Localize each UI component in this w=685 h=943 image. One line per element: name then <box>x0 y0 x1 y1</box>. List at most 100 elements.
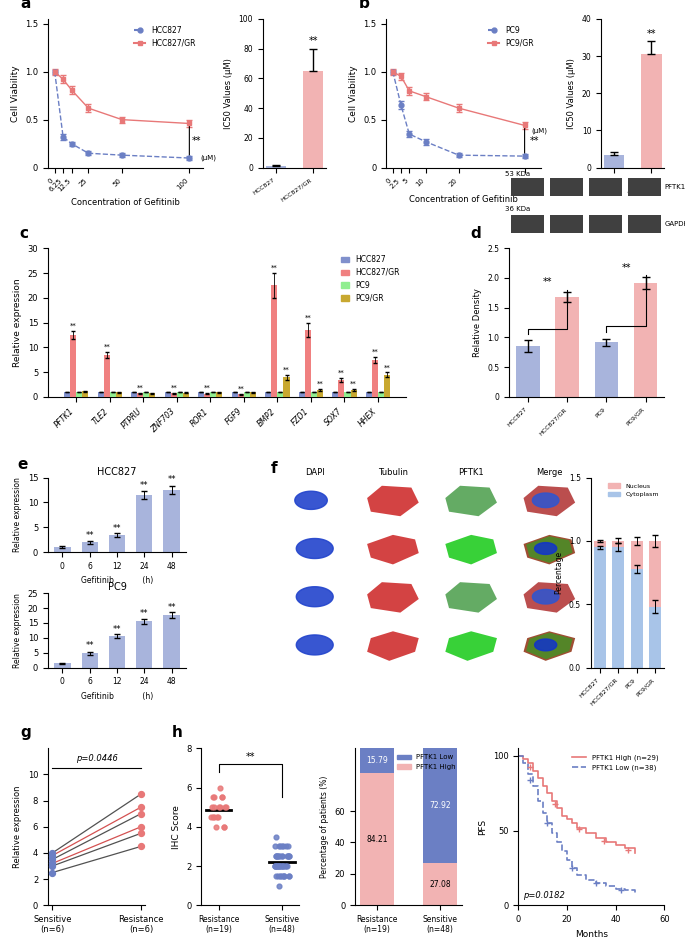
Legend: PFTK1 Low, PFTK1 High: PFTK1 Low, PFTK1 High <box>394 752 459 772</box>
Bar <box>360 773 395 905</box>
Point <box>282 839 293 854</box>
Point <box>271 858 282 873</box>
Bar <box>177 392 183 397</box>
Point <box>136 826 147 841</box>
Text: **: ** <box>271 265 278 271</box>
Bar <box>641 54 662 168</box>
Point <box>269 839 280 854</box>
Point <box>277 858 288 873</box>
Polygon shape <box>526 537 573 563</box>
PFTK1 Low (n=38) <box>573 869 581 881</box>
Bar <box>165 392 171 397</box>
Text: **: ** <box>171 385 177 390</box>
Point <box>275 858 286 873</box>
PFTK1 Low (n=38) <box>543 818 551 829</box>
PFTK1 Low (n=38) <box>548 828 556 839</box>
X-axis label: Months: Months <box>575 930 608 938</box>
Point <box>284 869 295 884</box>
Text: 84.21: 84.21 <box>366 835 388 844</box>
PFTK1 High (n=29) <box>519 753 527 765</box>
Y-axis label: IC50 Values (μM): IC50 Values (μM) <box>567 58 576 128</box>
Bar <box>149 393 155 397</box>
Point <box>272 858 283 873</box>
Point <box>279 869 290 884</box>
Bar <box>164 490 179 552</box>
Point <box>208 800 219 815</box>
Bar <box>516 346 540 397</box>
Bar <box>634 283 658 397</box>
Y-axis label: Relative expression: Relative expression <box>13 477 22 553</box>
Text: **: ** <box>621 263 631 273</box>
Point <box>274 869 285 884</box>
Bar <box>204 393 210 397</box>
PFTK1 Low (n=38) <box>621 885 630 896</box>
Point <box>220 800 231 815</box>
Text: **: ** <box>86 641 94 651</box>
Point <box>270 858 281 873</box>
Bar <box>277 392 284 397</box>
Point <box>277 858 288 873</box>
Text: **: ** <box>167 604 176 612</box>
Point <box>273 839 284 854</box>
Bar <box>284 377 290 397</box>
Point <box>271 849 282 864</box>
Bar <box>378 392 384 397</box>
X-axis label: Concentration of Gefitinib: Concentration of Gefitinib <box>71 198 180 207</box>
PFTK1 Low (n=38) <box>582 874 590 885</box>
Bar <box>82 653 98 668</box>
Bar <box>305 330 311 397</box>
Point <box>214 800 225 815</box>
PFTK1 Low (n=38) <box>592 877 600 888</box>
Point <box>281 858 292 873</box>
Polygon shape <box>532 589 559 604</box>
Point <box>283 849 294 864</box>
Point <box>271 849 282 864</box>
Bar <box>98 392 104 397</box>
Point <box>216 790 227 805</box>
Point <box>206 800 217 815</box>
Bar <box>238 394 244 397</box>
Text: **: ** <box>192 136 201 146</box>
Bar <box>250 392 256 397</box>
Point <box>281 839 292 854</box>
Bar <box>116 392 122 397</box>
Bar <box>199 392 204 397</box>
Point <box>282 849 292 864</box>
Polygon shape <box>526 633 573 659</box>
Bar <box>136 495 153 552</box>
PFTK1 High (n=29) <box>514 750 523 761</box>
Bar <box>317 389 323 397</box>
PFTK1 High (n=29) <box>553 802 561 814</box>
Line: PFTK1 Low (n=38): PFTK1 Low (n=38) <box>519 755 635 893</box>
Polygon shape <box>523 631 575 661</box>
Text: (μM): (μM) <box>200 155 216 161</box>
Y-axis label: Cell Viability: Cell Viability <box>10 65 20 122</box>
Text: **: ** <box>86 531 94 540</box>
Point <box>278 869 289 884</box>
Bar <box>171 393 177 397</box>
Point <box>273 878 284 893</box>
Text: e: e <box>18 456 28 472</box>
Text: g: g <box>21 725 32 740</box>
Point <box>271 849 282 864</box>
Bar <box>338 380 345 397</box>
Text: **: ** <box>103 344 110 350</box>
Point <box>220 800 231 815</box>
Bar <box>71 335 76 397</box>
Bar <box>612 541 624 547</box>
Polygon shape <box>367 631 419 661</box>
Text: **: ** <box>238 386 245 391</box>
Point <box>278 869 289 884</box>
Point <box>284 869 295 884</box>
Point <box>216 790 227 805</box>
PFTK1 Low (n=38) <box>612 884 620 895</box>
Point <box>279 858 290 873</box>
Point <box>274 849 285 864</box>
Bar <box>132 392 137 397</box>
Y-axis label: Percentage of patients (%): Percentage of patients (%) <box>320 775 329 878</box>
Bar <box>216 392 223 397</box>
Text: **: ** <box>204 385 211 391</box>
Text: **: ** <box>113 625 121 634</box>
Title: Tubulin: Tubulin <box>378 468 408 477</box>
PFTK1 High (n=29) <box>524 757 532 769</box>
